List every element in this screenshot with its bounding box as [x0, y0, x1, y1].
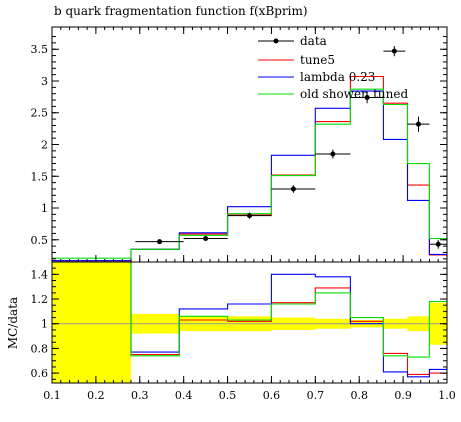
data-point-2 — [135, 239, 184, 245]
ratio-y-tick-label: 1 — [41, 318, 48, 331]
data-marker — [391, 48, 397, 54]
x-tick-label: 1.0 — [438, 389, 456, 402]
y-tick-label: 2.5 — [31, 107, 49, 120]
x-tick-label: 0.5 — [219, 389, 237, 402]
main-y-axis: 0.5 1 1.5 2 2.5 3 3.5 — [31, 36, 447, 260]
main-plot: 0.5 1 1.5 2 2.5 3 3.5 — [31, 26, 448, 271]
ratio-plot-frame — [51, 261, 448, 384]
data-marker — [203, 236, 209, 241]
x-tick-label: 0.8 — [350, 389, 368, 402]
legend-entry-data: data — [258, 34, 327, 48]
main-plot-frame — [51, 26, 448, 263]
ratio-line-old-shower-tuned — [52, 261, 447, 358]
data-point-8 — [383, 46, 406, 57]
legend-entry-tune5: tune5 — [258, 53, 335, 67]
data-point-5 — [271, 185, 316, 193]
ratio-y-tick-label: 1.4 — [31, 268, 49, 281]
ratio-y-tick-label: 0.8 — [31, 342, 49, 355]
data-marker — [364, 95, 370, 100]
data-marker — [330, 151, 336, 157]
y-tick-label: 1 — [41, 202, 48, 215]
legend-label-old-shower: old shower, tuned — [300, 87, 408, 101]
x-tick-label: 0.2 — [87, 389, 105, 402]
ratio-frame — [51, 261, 448, 384]
x-tick-label: 0.4 — [175, 389, 193, 402]
data-point-9 — [407, 116, 430, 132]
data-point-6 — [315, 149, 351, 159]
data-point-7 — [350, 91, 384, 104]
uncertainty-band-bin — [52, 262, 131, 383]
ratio-y-axis-label: MC/data — [6, 297, 20, 349]
x-tick-label: 0.6 — [263, 389, 281, 402]
legend-label-lambda: lambda 0.23 — [300, 70, 375, 84]
legend-label-data: data — [300, 34, 327, 48]
data-point-10 — [429, 239, 447, 249]
uncertainty-band-layer — [52, 262, 447, 383]
ratio-series-layer — [52, 261, 447, 378]
main-frame — [51, 26, 448, 263]
data-marker — [247, 213, 252, 219]
x-tick-label: 0.7 — [307, 389, 325, 402]
main-series-layer — [52, 75, 447, 262]
data-marker — [290, 186, 296, 192]
series-line-old-shower-tuned — [52, 88, 447, 259]
x-tick-label: 0.1 — [43, 389, 61, 402]
data-marker — [415, 121, 421, 127]
legend-label-tune5: tune5 — [300, 53, 335, 67]
chart-title: b quark fragmentation function f(xBprim) — [54, 4, 308, 18]
y-tick-label: 3 — [41, 75, 48, 88]
x-tick-label: 0.9 — [394, 389, 412, 402]
series-line-lambda-0-23 — [52, 90, 447, 262]
y-tick-label: 2 — [41, 139, 48, 152]
data-point-4 — [227, 212, 272, 219]
ratio-y-tick-label: 0.6 — [31, 367, 49, 380]
data-marker — [157, 239, 163, 245]
legend-entry-lambda: lambda 0.23 — [258, 70, 375, 84]
legend-marker-data — [273, 38, 279, 44]
ratio-y-tick-label: 1.2 — [31, 293, 49, 306]
data-points-layer — [52, 46, 447, 271]
x-tick-label: 0.3 — [131, 389, 149, 402]
x-axis: 0.1 0.2 0.3 0.4 0.5 0.6 0.7 0.8 0.9 1.0 — [43, 27, 456, 402]
data-point-3 — [183, 236, 228, 241]
y-tick-label: 0.5 — [31, 234, 49, 247]
ratio-y-axis: 0.6 0.8 1 1.2 1.4 — [31, 267, 447, 380]
y-tick-label: 3.5 — [31, 43, 49, 56]
y-tick-label: 1.5 — [31, 170, 49, 183]
legend: data tune5 lambda 0.23 old shower, tuned — [258, 34, 408, 101]
data-marker — [435, 241, 441, 247]
ratio-plot: 0.60.811.21.4 0.1 0.2 0.3 0.4 0.5 0.6 0.7 0.8 0.… — [31, 27, 456, 402]
legend-entry-old-shower: old shower, tuned — [258, 87, 408, 101]
